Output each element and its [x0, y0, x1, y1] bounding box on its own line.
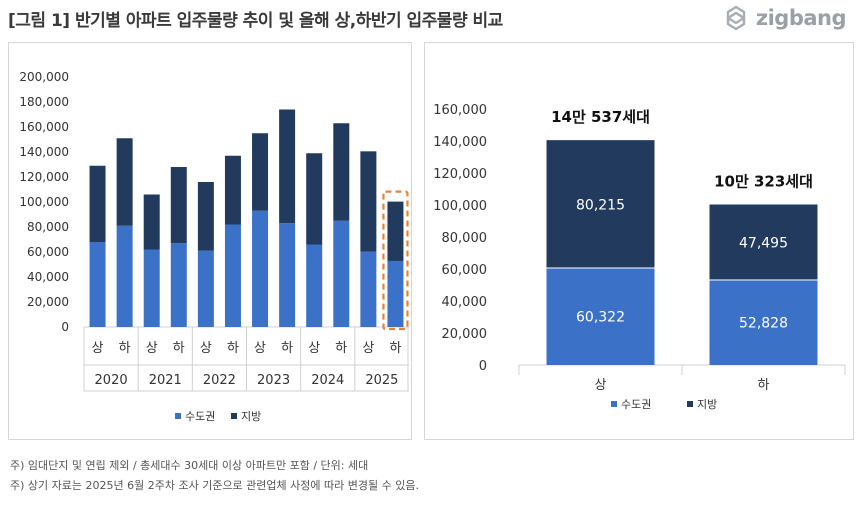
y-tick-label: 100,000 — [433, 199, 487, 214]
y-tick-label: 80,000 — [27, 220, 69, 234]
y-tick-label: 140,000 — [433, 135, 487, 150]
x-tick-label: 상 — [362, 341, 374, 356]
half-yearly-trend-panel: 0 20,000 40,000 60,000 80,000 100,000 120,000 1… — [8, 42, 412, 440]
y-tick-label: 160,000 — [19, 120, 69, 134]
highlight-box — [382, 190, 409, 331]
bar-capital — [709, 280, 818, 365]
2025-comparison-chart: 0 20,000 40,000 60,000 80,000 100,000 120,000 1… — [433, 103, 846, 411]
bar-capital — [143, 249, 160, 327]
bar-capital — [197, 250, 214, 327]
x-tick-label: 하 — [281, 341, 293, 356]
bar-regional — [333, 123, 350, 221]
y-tick-label: 160,000 — [433, 103, 487, 118]
x-tick-label: 상 — [254, 341, 266, 356]
bar-capital — [387, 260, 404, 327]
total-label: 14만 537세대 — [551, 108, 650, 126]
y-tick-label: 200,000 — [19, 70, 69, 84]
y-tick-label: 60,000 — [442, 263, 488, 278]
bar-capital — [360, 251, 377, 327]
x-tick-label: 상 — [200, 341, 212, 356]
y-tick-label: 120,000 — [19, 170, 69, 184]
footnote: 주) 상기 자료는 2025년 6월 2주차 조사 기준으로 관련업체 사정에 … — [10, 479, 419, 492]
legend-label-regional: 지방 — [697, 398, 717, 411]
legend-label-capital: 수도권 — [185, 410, 215, 423]
bar-capital — [224, 224, 241, 327]
y-tick-label: 40,000 — [27, 270, 69, 284]
y-tick-label: 20,000 — [442, 327, 488, 342]
bar-capital — [279, 223, 296, 327]
bar-capital — [170, 243, 187, 327]
y-tick-label: 60,000 — [27, 245, 69, 259]
x-tick-label: 하 — [389, 341, 401, 356]
x-group-label: 2022 — [203, 373, 236, 388]
x-group-label: 2020 — [95, 373, 128, 388]
y-tick-label: 0 — [479, 359, 487, 374]
bar-regional — [709, 204, 818, 280]
legend-marker-capital — [175, 413, 181, 419]
zigbang-logo-icon — [726, 5, 746, 31]
x-group-label: 2023 — [257, 373, 290, 388]
legend-label-capital: 수도권 — [621, 398, 651, 411]
legend-marker-capital — [611, 401, 617, 407]
2025-comparison-panel: 0 20,000 40,000 60,000 80,000 100,000 120,000 1… — [424, 42, 854, 440]
y-tick-label: 20,000 — [27, 295, 69, 309]
brand-logo: zigbang — [722, 4, 847, 32]
x-tick-label: 하 — [173, 341, 185, 356]
x-group-label: 2021 — [149, 373, 182, 388]
bar-regional — [89, 165, 106, 242]
legend-marker-regional — [231, 413, 237, 419]
bar-regional — [224, 155, 241, 225]
bar-regional — [170, 167, 187, 244]
bar-capital — [116, 225, 133, 327]
bar-regional — [252, 133, 269, 211]
data-label-capital: 60,322 — [576, 310, 625, 326]
y-tick-label: 180,000 — [19, 95, 69, 109]
y-tick-label: 100,000 — [19, 195, 69, 209]
bar-capital — [546, 268, 655, 365]
data-label-capital: 52,828 — [739, 316, 788, 332]
bar-regional — [306, 153, 323, 245]
data-label-regional: 47,495 — [739, 235, 788, 251]
data-label-regional: 80,215 — [576, 197, 625, 213]
x-tick-label: 하 — [119, 341, 131, 356]
x-tick-label: 상 — [92, 341, 104, 356]
bar-regional — [360, 151, 377, 252]
y-tick-label: 120,000 — [433, 167, 487, 182]
bar-regional — [197, 182, 214, 251]
logo-text: zigbang — [755, 6, 847, 30]
x-tick-label: 하 — [227, 341, 239, 356]
bar-capital — [89, 242, 106, 327]
bar-regional — [387, 201, 404, 261]
bar-regional — [143, 194, 160, 250]
x-tick-label: 하 — [758, 378, 770, 393]
y-tick-label: 140,000 — [19, 145, 69, 159]
bar-capital — [333, 220, 350, 327]
bar-regional — [279, 109, 296, 224]
x-tick-label: 상 — [146, 341, 158, 356]
y-tick-label: 0 — [61, 320, 69, 334]
x-tick-label: 상 — [308, 341, 320, 356]
x-group-label: 2024 — [311, 373, 344, 388]
total-label: 10만 323세대 — [714, 172, 813, 190]
bar-regional — [116, 138, 133, 226]
bar-regional — [546, 140, 655, 268]
bar-capital — [252, 210, 269, 327]
x-tick-label: 상 — [595, 378, 607, 393]
bar-capital — [306, 244, 323, 327]
legend-marker-regional — [687, 401, 693, 407]
half-yearly-trend-chart: 0 20,000 40,000 60,000 80,000 100,000 120,000 1… — [19, 70, 409, 423]
legend-label-regional: 지방 — [241, 410, 261, 423]
y-tick-label: 80,000 — [442, 231, 488, 246]
footnotes: 주) 임대단지 및 연립 제외 / 총세대수 30세대 이상 아파트만 포함 /… — [10, 456, 419, 496]
x-tick-label: 하 — [335, 341, 347, 356]
footnote: 주) 임대단지 및 연립 제외 / 총세대수 30세대 이상 아파트만 포함 /… — [10, 459, 369, 472]
x-group-label: 2025 — [365, 373, 398, 388]
y-tick-label: 40,000 — [442, 295, 488, 310]
page-title: [그림 1] 반기별 아파트 입주물량 추이 및 올해 상,하반기 입주물량 비… — [8, 11, 503, 31]
